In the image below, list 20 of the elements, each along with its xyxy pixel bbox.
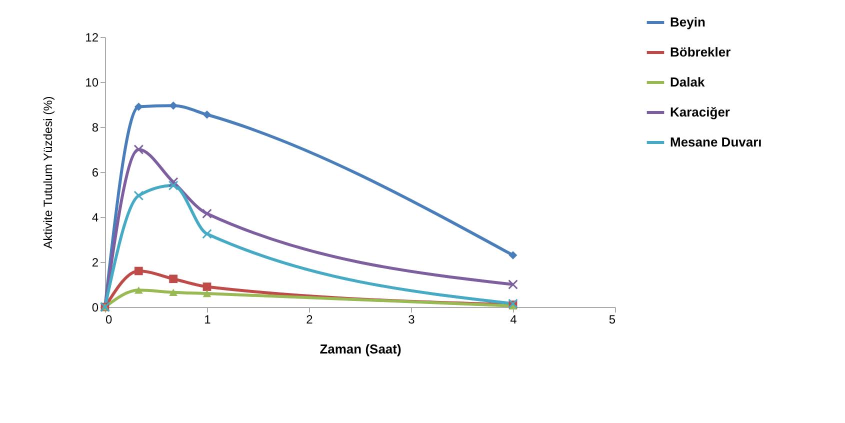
y-tick-label: 8: [92, 120, 99, 134]
y-tick-label: 10: [85, 76, 99, 90]
y-tick-label: 6: [92, 166, 99, 180]
legend-label: Karaciğer: [670, 104, 730, 120]
legend-label: Beyin: [670, 14, 706, 30]
y-tick-label: 12: [85, 30, 99, 44]
x-tick-label: 5: [608, 312, 616, 326]
y-tick-label: 2: [92, 256, 99, 270]
legend-label: Böbrekler: [670, 44, 731, 60]
x-tick-label: 3: [408, 312, 416, 326]
legend-label: Dalak: [670, 74, 706, 90]
x-tick-label: 1: [204, 312, 212, 326]
y-tick-label: 0: [92, 300, 99, 314]
x-tick-label: 0: [106, 312, 112, 326]
y-tick-label: 4: [92, 210, 99, 224]
x-axis-title: Zaman (Saat): [320, 342, 402, 356]
legend-label: Mesane Duvarı: [670, 134, 762, 150]
x-tick-label: 2: [306, 312, 314, 326]
x-tick-label: 4: [510, 312, 518, 326]
y-axis-title: Aktivite Tutulum Yüzdesi (%): [41, 96, 56, 249]
